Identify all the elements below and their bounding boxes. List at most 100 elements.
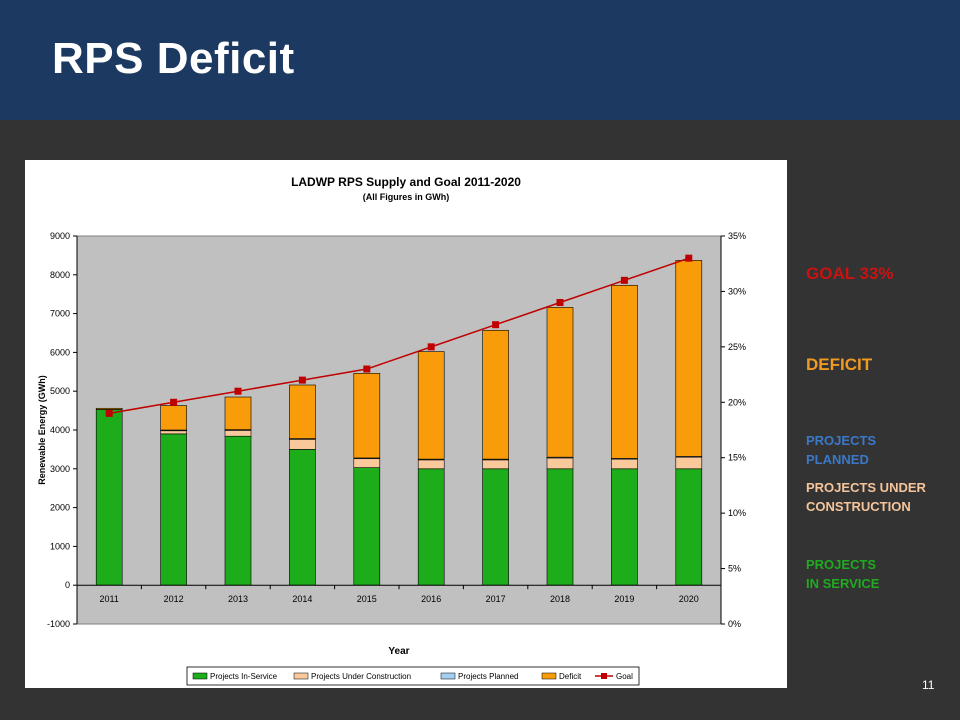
y-axis-label: Renewable Energy (GWh) xyxy=(37,375,47,485)
x-tick-label: 2017 xyxy=(486,594,506,604)
bar-under-construction-2014 xyxy=(289,439,316,450)
y-tick-label: 6000 xyxy=(50,347,70,357)
legend-label-0: Projects In-Service xyxy=(210,672,278,681)
y-tick-label: 7000 xyxy=(50,309,70,319)
legend-label-goal: Goal xyxy=(616,672,633,681)
bar-in-service-2018 xyxy=(546,468,574,586)
goal-point-2020 xyxy=(685,254,693,262)
bar-under-construction-2015 xyxy=(353,458,381,468)
x-tick-label: 2016 xyxy=(421,594,441,604)
service-label-line1: PROJECTS xyxy=(806,557,877,572)
legend-swatch-0 xyxy=(192,672,208,680)
goal-point-2011 xyxy=(105,409,113,417)
y2-tick-label: 35% xyxy=(728,231,746,241)
x-tick-label: 2013 xyxy=(228,594,248,604)
y-tick-label: 4000 xyxy=(50,425,70,435)
bar-in-service-2020 xyxy=(675,468,703,586)
goal-point-2014 xyxy=(298,376,306,384)
planned-label-line2: PLANNED xyxy=(806,452,869,467)
bar-in-service-2019 xyxy=(611,468,638,586)
construction-label: PROJECTS UNDER CONSTRUCTION xyxy=(806,478,926,516)
chart-subtitle: (All Figures in GWh) xyxy=(363,192,450,202)
y-tick-label: -1000 xyxy=(47,619,70,629)
bar-under-construction-2012 xyxy=(160,430,187,435)
y-tick-label: 9000 xyxy=(50,231,70,241)
goal-point-2018 xyxy=(556,299,564,307)
legend-swatch-1 xyxy=(293,672,309,680)
bar-in-service-2011 xyxy=(95,409,123,586)
planned-label: PROJECTS PLANNED xyxy=(806,431,876,469)
y-tick-label: 2000 xyxy=(50,503,70,513)
deficit-label: DEFICIT xyxy=(806,355,872,374)
bar-deficit-2014 xyxy=(289,384,316,439)
y2-tick-label: 15% xyxy=(728,453,746,463)
slide-title: RPS Deficit xyxy=(52,34,295,83)
title-bar xyxy=(0,0,960,120)
x-tick-label: 2018 xyxy=(550,594,570,604)
goal-point-2013 xyxy=(234,387,242,395)
construction-label-line2: CONSTRUCTION xyxy=(806,499,911,514)
bar-in-service-2017 xyxy=(482,468,509,586)
deficit-label-text: DEFICIT xyxy=(806,355,873,374)
goal-point-2016 xyxy=(427,343,435,351)
y2-tick-label: 5% xyxy=(728,564,741,574)
rps-chart: -1000 0 1000 2000 3000 4000 5000 6000 7000 8000 90… xyxy=(37,175,746,686)
bar-deficit-2016 xyxy=(417,351,445,460)
bar-under-construction-2020 xyxy=(675,456,703,470)
goal-point-2017 xyxy=(492,321,500,329)
bar-in-service-2016 xyxy=(417,468,445,586)
x-axis-label: Year xyxy=(388,646,409,657)
bar-deficit-2020 xyxy=(675,260,703,457)
x-tick-label: 2020 xyxy=(679,594,699,604)
goal-point-2015 xyxy=(363,365,371,373)
y-tick-label: 1000 xyxy=(50,541,70,551)
x-tick-label: 2019 xyxy=(614,594,634,604)
bar-deficit-2012 xyxy=(160,405,187,431)
x-tick-label: 2012 xyxy=(164,594,184,604)
bar-under-construction-2017 xyxy=(482,459,509,470)
y-tick-label: 3000 xyxy=(50,464,70,474)
chart-panel: -1000 0 1000 2000 3000 4000 5000 6000 7000 8000 90… xyxy=(25,160,787,688)
bar-deficit-2013 xyxy=(224,396,252,430)
goal-label: GOAL 33% xyxy=(806,264,894,283)
bar-deficit-2018 xyxy=(546,307,574,458)
legend-label-3: Deficit xyxy=(559,672,582,681)
legend-swatch-2 xyxy=(440,672,456,680)
y2-tick-label: 25% xyxy=(728,342,746,352)
service-label-line2: IN SERVICE xyxy=(806,576,880,591)
bar-under-construction-2019 xyxy=(611,458,638,470)
y-tick-label: 5000 xyxy=(50,386,70,396)
x-tick-label: 2014 xyxy=(292,594,312,604)
x-tick-label: 2011 xyxy=(100,594,119,604)
y2-tick-label: 10% xyxy=(728,508,746,518)
legend-label-1: Projects Under Construction xyxy=(311,672,411,681)
legend-box xyxy=(186,666,640,686)
chart-title: LADWP RPS Supply and Goal 2011-2020 xyxy=(291,175,521,189)
goal-point-2019 xyxy=(620,276,628,284)
y2-tick-label: 20% xyxy=(728,397,746,407)
service-label: PROJECTS IN SERVICE xyxy=(806,555,879,593)
y2-tick-label: 30% xyxy=(728,286,746,296)
bar-in-service-2014 xyxy=(289,449,316,586)
planned-label-line1: PROJECTS xyxy=(806,433,877,448)
y-tick-label: 0 xyxy=(65,580,70,590)
bar-in-service-2012 xyxy=(160,433,187,586)
bar-under-construction-2018 xyxy=(546,457,574,470)
bar-deficit-2015 xyxy=(353,373,381,459)
bar-under-construction-2016 xyxy=(417,459,445,470)
page-number: 11 xyxy=(922,678,935,692)
bar-in-service-2013 xyxy=(224,435,252,586)
goal-label-text: GOAL 33% xyxy=(806,264,894,283)
legend-goal-marker xyxy=(601,673,607,679)
legend-swatch-3 xyxy=(541,672,557,680)
y2-tick-label: 0% xyxy=(728,619,741,629)
construction-label-line1: PROJECTS UNDER xyxy=(806,480,926,495)
bar-deficit-2011 xyxy=(95,407,123,410)
bar-deficit-2017 xyxy=(482,329,509,460)
y-tick-label: 8000 xyxy=(50,270,70,280)
legend-label-2: Projects Planned xyxy=(458,672,518,681)
bar-under-construction-2013 xyxy=(224,430,252,437)
bar-deficit-2019 xyxy=(611,284,638,459)
goal-line xyxy=(109,257,690,415)
goal-point-2012 xyxy=(170,398,178,406)
